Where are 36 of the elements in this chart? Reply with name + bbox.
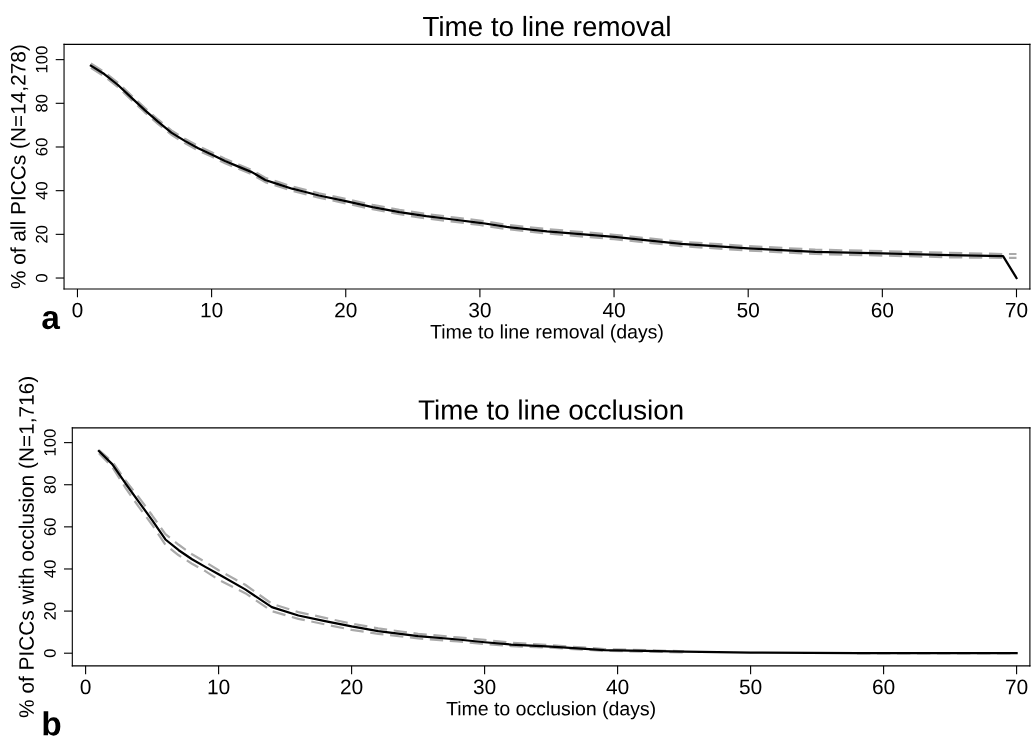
x-tick-label: 60: [873, 679, 895, 695]
y-tick-label: 20: [35, 225, 48, 243]
y-tick-label: 40: [35, 182, 48, 200]
x-tick-label: 40: [606, 679, 629, 695]
y-tick-label: 60: [35, 138, 48, 156]
text: a: [42, 310, 61, 330]
x-tick-label: 60: [871, 302, 894, 318]
y-tick-label: 80: [44, 476, 56, 494]
x-axis-title: Time to line removal (days): [430, 324, 663, 343]
x-tick-label: 70: [1005, 302, 1028, 318]
y-axis-title: % of PICCs with occlusion (N=1,716): [18, 377, 39, 718]
x-tick-label: 30: [473, 679, 496, 695]
x-tick-label: 40: [602, 302, 625, 318]
chart-title: Time to line removal: [423, 15, 670, 37]
x-tick-label: 10: [201, 302, 223, 318]
y-tick-label: 100: [44, 429, 56, 456]
y-axis-title: % of all PICCs (N=14,278): [10, 45, 30, 289]
x-tick-label: 20: [341, 679, 363, 695]
x-tick-label: 10: [208, 679, 230, 695]
y-tick-label: 0: [44, 649, 56, 658]
y-tick-label: 40: [44, 560, 56, 578]
x-tick-label: 50: [739, 679, 762, 695]
x-tick-label: 50: [737, 302, 759, 318]
x-tick-label: 30: [469, 302, 491, 318]
x-tick-label: 0: [72, 302, 83, 318]
x-axis-title: Time to occlusion (days): [446, 701, 655, 720]
x-tick-label: 0: [80, 679, 91, 695]
text: b: [43, 711, 61, 736]
y-tick-label: 80: [35, 94, 48, 112]
y-tick-label: 100: [35, 46, 48, 73]
y-tick-label: 20: [44, 602, 56, 620]
y-tick-label: 0: [35, 274, 48, 283]
chart-title: Time to line occlusion: [418, 399, 683, 420]
x-tick-label: 20: [335, 302, 357, 318]
x-tick-label: 70: [1006, 679, 1028, 695]
y-tick-label: 60: [44, 518, 56, 536]
